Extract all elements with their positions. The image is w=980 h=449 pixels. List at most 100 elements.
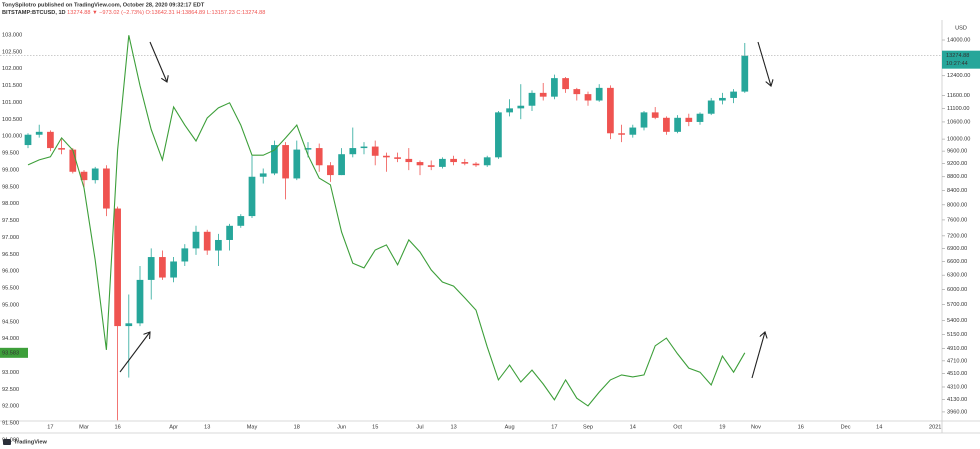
ohlc-low: L:13157.23 [207,10,235,16]
candle-body [136,279,144,324]
arrow [119,332,150,373]
candle-body [416,162,424,166]
candle-body [349,148,357,155]
y2-tick-label: 4510.00 [947,371,967,377]
x-tick-label: Oct [673,424,682,430]
y2-tick-label: 9600.00 [947,149,967,155]
candle-body [103,168,110,209]
candle-body [383,155,390,158]
candle-body [304,148,312,150]
last-value-tag [0,347,28,358]
y-tick-label: 101.000 [2,100,22,106]
candle-body [47,131,54,149]
candle-body [685,117,693,122]
candle-body [719,97,726,101]
candle-body [125,323,133,327]
y-tick-label: 97.000 [2,235,19,241]
y2-tick-label: 11600.00 [947,93,970,99]
y2-tick-label: 7200.00 [947,233,967,239]
y2-tick-label: 4910.00 [947,346,967,352]
candle-body [495,112,502,158]
y2-tick-label: 9200.00 [947,161,967,167]
y-tick-label: 93.000 [2,370,19,376]
symbol: BITSTAMP:BTCUSD, 1D [2,10,66,16]
candle-body [674,117,681,132]
y-tick-label: 99.500 [2,151,19,157]
candle-body [405,158,413,163]
candle-body [394,157,401,159]
y-tick-label: 97.500 [2,218,19,224]
y2-tick-label: 3960.00 [947,409,967,415]
candle-body [461,162,469,164]
candle-body [271,145,278,174]
author-line: TonySpilotro published on TradingView.co… [2,2,205,8]
x-tick-label: Apr [169,424,178,430]
ohlc-open: O:13642.31 [146,10,175,16]
x-tick-label: Jun [337,424,346,430]
plot-area: 103.000 102.500 102.000 101.500 101.000 100.5… [0,32,970,443]
x-tick-label: 13 [204,424,210,430]
y-tick-label: 102.000 [2,66,22,72]
y-tick-label: 94.000 [2,336,19,342]
candle-body [226,225,233,240]
last-price-tag [942,50,980,69]
y2-tick-label: 6300.00 [947,273,967,279]
y-tick-label: 98.000 [2,201,19,207]
x-tick-label: Nov [751,424,761,430]
y-tick-label: 103.000 [2,32,22,38]
y-tick-label: 99.000 [2,167,19,173]
candle-body [506,108,513,113]
candle-body [159,257,166,278]
y2-tick-label: 5700.00 [947,302,967,308]
y-tick-label: 100.000 [2,134,22,140]
symbol-line: BITSTAMP:BTCUSD, 1D 13274.88 ▼ −973.02 (… [2,10,265,16]
x-tick-label: 17 [47,424,53,430]
candle-body [707,100,715,114]
candle-body [528,92,536,106]
x-tick-label: 19 [719,424,725,430]
candle-body [651,112,659,118]
y2-tick-label: 6600.00 [947,259,967,265]
y-tick-label: 96.000 [2,269,19,275]
candle-body [696,113,704,122]
x-tick-label: Dec [841,424,851,430]
y-tick-label: 91.000 [2,437,19,443]
countdown-label: 10:27:44 [946,61,968,67]
arrow [751,332,765,379]
arrow [757,41,771,86]
candle-body [259,173,267,177]
y2-tick-label: 8800.00 [947,174,967,180]
candle-body [450,158,457,163]
candle-body [35,131,43,135]
y2-tick-label: 8000.00 [947,202,967,208]
x-tick-label: 18 [294,424,300,430]
last-value-label: 93.583 [2,350,19,356]
candle-body [427,165,435,167]
last-price: 13274.88 [67,10,90,16]
candle-body [24,134,32,146]
candle-body [584,94,592,101]
x-tick-label: 13 [450,424,456,430]
x-tick-label: 16 [114,424,120,430]
candle-body [338,154,345,176]
y2-tick-label: 10600.00 [947,119,970,125]
candle-body [237,216,245,226]
ohlc-close: C:13274.88 [236,10,265,16]
y2-tick-label: 6000.00 [947,287,967,293]
y-tick-label: 101.500 [2,83,22,89]
ohlc-high: H:13864.89 [176,10,205,16]
candle-body [147,257,155,280]
candle-body [629,127,637,135]
candle-body [573,89,581,95]
candle-body [360,146,368,149]
candle-body [539,92,547,97]
y-tick-label: 92.000 [2,404,19,410]
candle-body [371,146,379,156]
candle-body [114,208,121,327]
candle-body [439,158,446,167]
x-tick-label: Mar [79,424,89,430]
candle-body [640,112,648,128]
candle-body [483,157,491,166]
